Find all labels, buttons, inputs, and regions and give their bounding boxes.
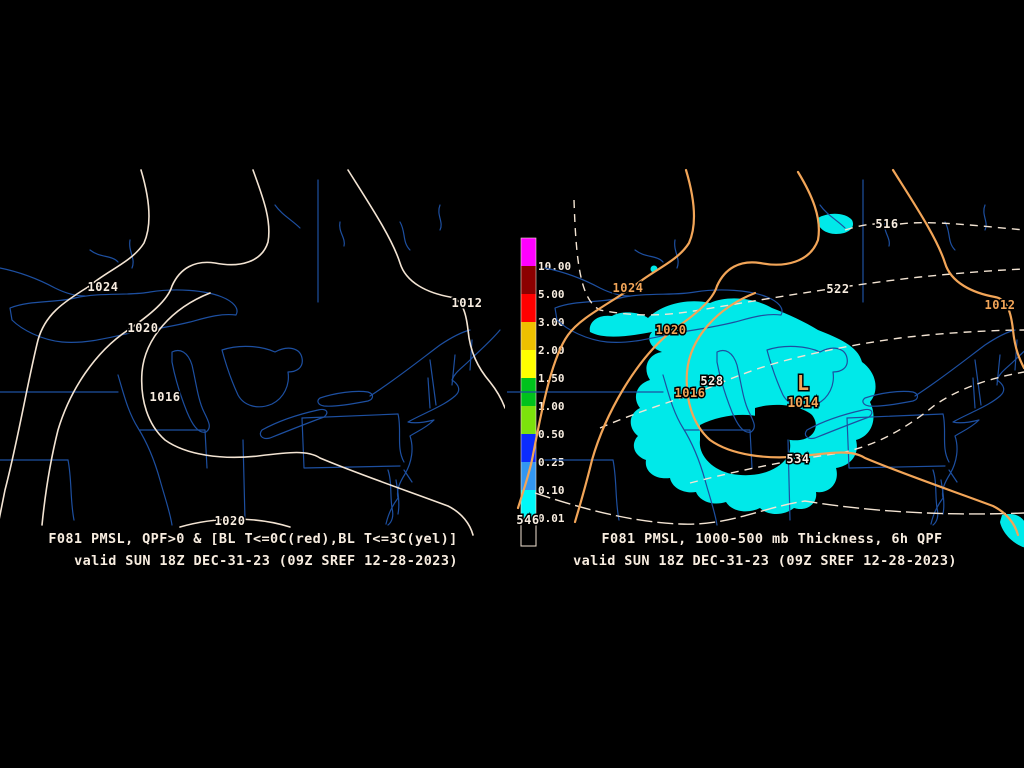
contour-label: 1024 [88,280,119,294]
colorbar-tick-label: 0.25 [538,456,565,469]
low-pressure-value: 1014 [787,396,818,411]
pmsl-contours-right [516,168,1024,537]
qpf-main-blob [589,298,876,514]
left-map-panel: 1024 1020 1016 1012 1020 [0,169,505,536]
pmsl-contour-1016-right [685,291,1020,537]
pmsl-contour-1012 [347,169,505,409]
contour-label: 1016 [150,390,181,404]
pressure-label: 1012 [985,298,1016,312]
colorbar-segment [521,238,536,266]
right-panel-title: F081 PMSL, 1000-500 mb Thickness, 6h QPF [601,531,942,547]
thickness-contour-522 [573,199,1024,316]
pressure-label: 1016 [675,386,706,400]
colorbar-segment [521,266,536,294]
low-pressure-marker: L [797,371,809,395]
pmsl-contours-left [0,169,505,536]
colorbar-frame [520,237,537,519]
colorbar-tick-label: 10.00 [538,260,571,273]
geography-outlines-left [0,179,501,526]
thickness-label: 528 [700,374,723,388]
contour-label: 1012 [452,296,483,310]
left-panel-title: F081 PMSL, QPF>0 & [BL T<=0C(red),BL T<=… [48,531,457,547]
qpf-blob-northeast [817,213,854,234]
colorbar-tick-label: 5.00 [538,288,565,301]
colorbar-tick-label: 0.50 [538,428,565,441]
qpf-fill-areas [589,213,1024,548]
pmsl-contour-1016 [140,292,474,536]
qpf-hole-ontario [755,404,816,441]
thickness-label: 522 [826,282,849,296]
colorbar-segment [521,406,536,434]
pressure-label: 1020 [656,323,687,337]
left-panel-valid-time: valid SUN 18Z DEC-31-23 (09Z SREF 12-28-… [74,553,458,569]
colorbar-segment [521,294,536,322]
qpf-blob-corner [1000,514,1024,548]
thickness-contours [534,199,1024,525]
thickness-contour-534 [689,371,1024,484]
thickness-label: 546 [516,513,539,527]
colorbar-segment [521,350,536,378]
colorbar-segment [521,490,536,518]
colorbar-tick-label: 1.50 [538,372,565,385]
thickness-contour-528 [599,329,1024,429]
colorbar-tick-label: 0.10 [538,484,565,497]
pmsl-contour-1020 [41,169,270,526]
right-map-panel: 1024 1020 1016 1012 L 1014 516 522 528 5… [507,168,1024,548]
thickness-label: 516 [875,217,898,231]
colorbar-tick-label: 0.01 [538,512,565,525]
pmsl-contour-1024 [0,169,150,520]
thickness-label: 534 [786,452,809,466]
thickness-contour-516 [844,221,1024,231]
colorbar-tick-label: 3.00 [538,316,565,329]
qpf-colorbar: 10.00 5.00 3.00 2.00 1.50 1.00 0.50 0.25… [520,237,573,547]
right-panel-valid-time: valid SUN 18Z DEC-31-23 (09Z SREF 12-28-… [573,553,957,569]
pmsl-contour-1024-right [516,168,696,510]
contour-label: 1020 [128,321,159,335]
pmsl-contour-1020-south [179,518,291,528]
pmsl-contour-1020-right [573,170,820,524]
contour-label: 1020 [215,514,246,528]
pressure-label: 1024 [613,281,644,295]
colorbar-segment [521,322,536,350]
thickness-contour-546 [534,492,1024,525]
pmsl-contour-1012-right [891,168,1024,370]
